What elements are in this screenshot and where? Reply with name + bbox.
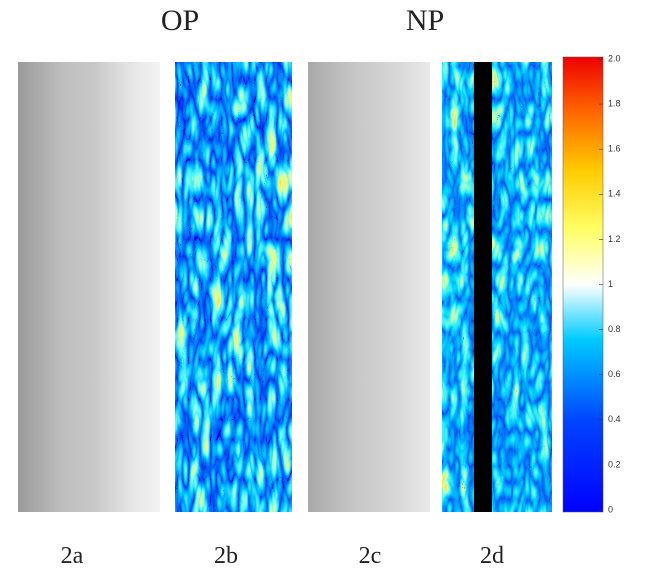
colorbar-tick-label: 0.6 [608, 369, 621, 379]
image-panel [308, 62, 430, 512]
image-panel [18, 62, 160, 512]
panel-label: 2c [359, 543, 382, 569]
panel-label: 2a [61, 543, 84, 569]
colorbar-tick-label: 1.8 [608, 98, 621, 108]
panel-label: 2b [214, 543, 238, 569]
colorbar-tick-label: 0.8 [608, 324, 621, 334]
colorbar-tick-label: 1.2 [608, 234, 621, 244]
group-title: OP [161, 4, 199, 37]
dark-stripe [474, 62, 492, 512]
panel-label: 2d [480, 543, 504, 569]
colorbar [562, 56, 604, 513]
colorbar-tick-label: 0 [608, 504, 613, 514]
heatmap-panel [175, 62, 292, 512]
heatmap-panel [442, 62, 552, 512]
colorbar-tick-label: 1.6 [608, 144, 621, 154]
colorbar-tick-label: 1.4 [608, 189, 621, 199]
colorbar-tick-label: 1 [608, 279, 613, 289]
colorbar-tick-label: 0.2 [608, 459, 621, 469]
group-title: NP [406, 4, 444, 37]
colorbar-tick-label: 2.0 [608, 53, 621, 63]
colorbar-tick-label: 0.4 [608, 414, 621, 424]
